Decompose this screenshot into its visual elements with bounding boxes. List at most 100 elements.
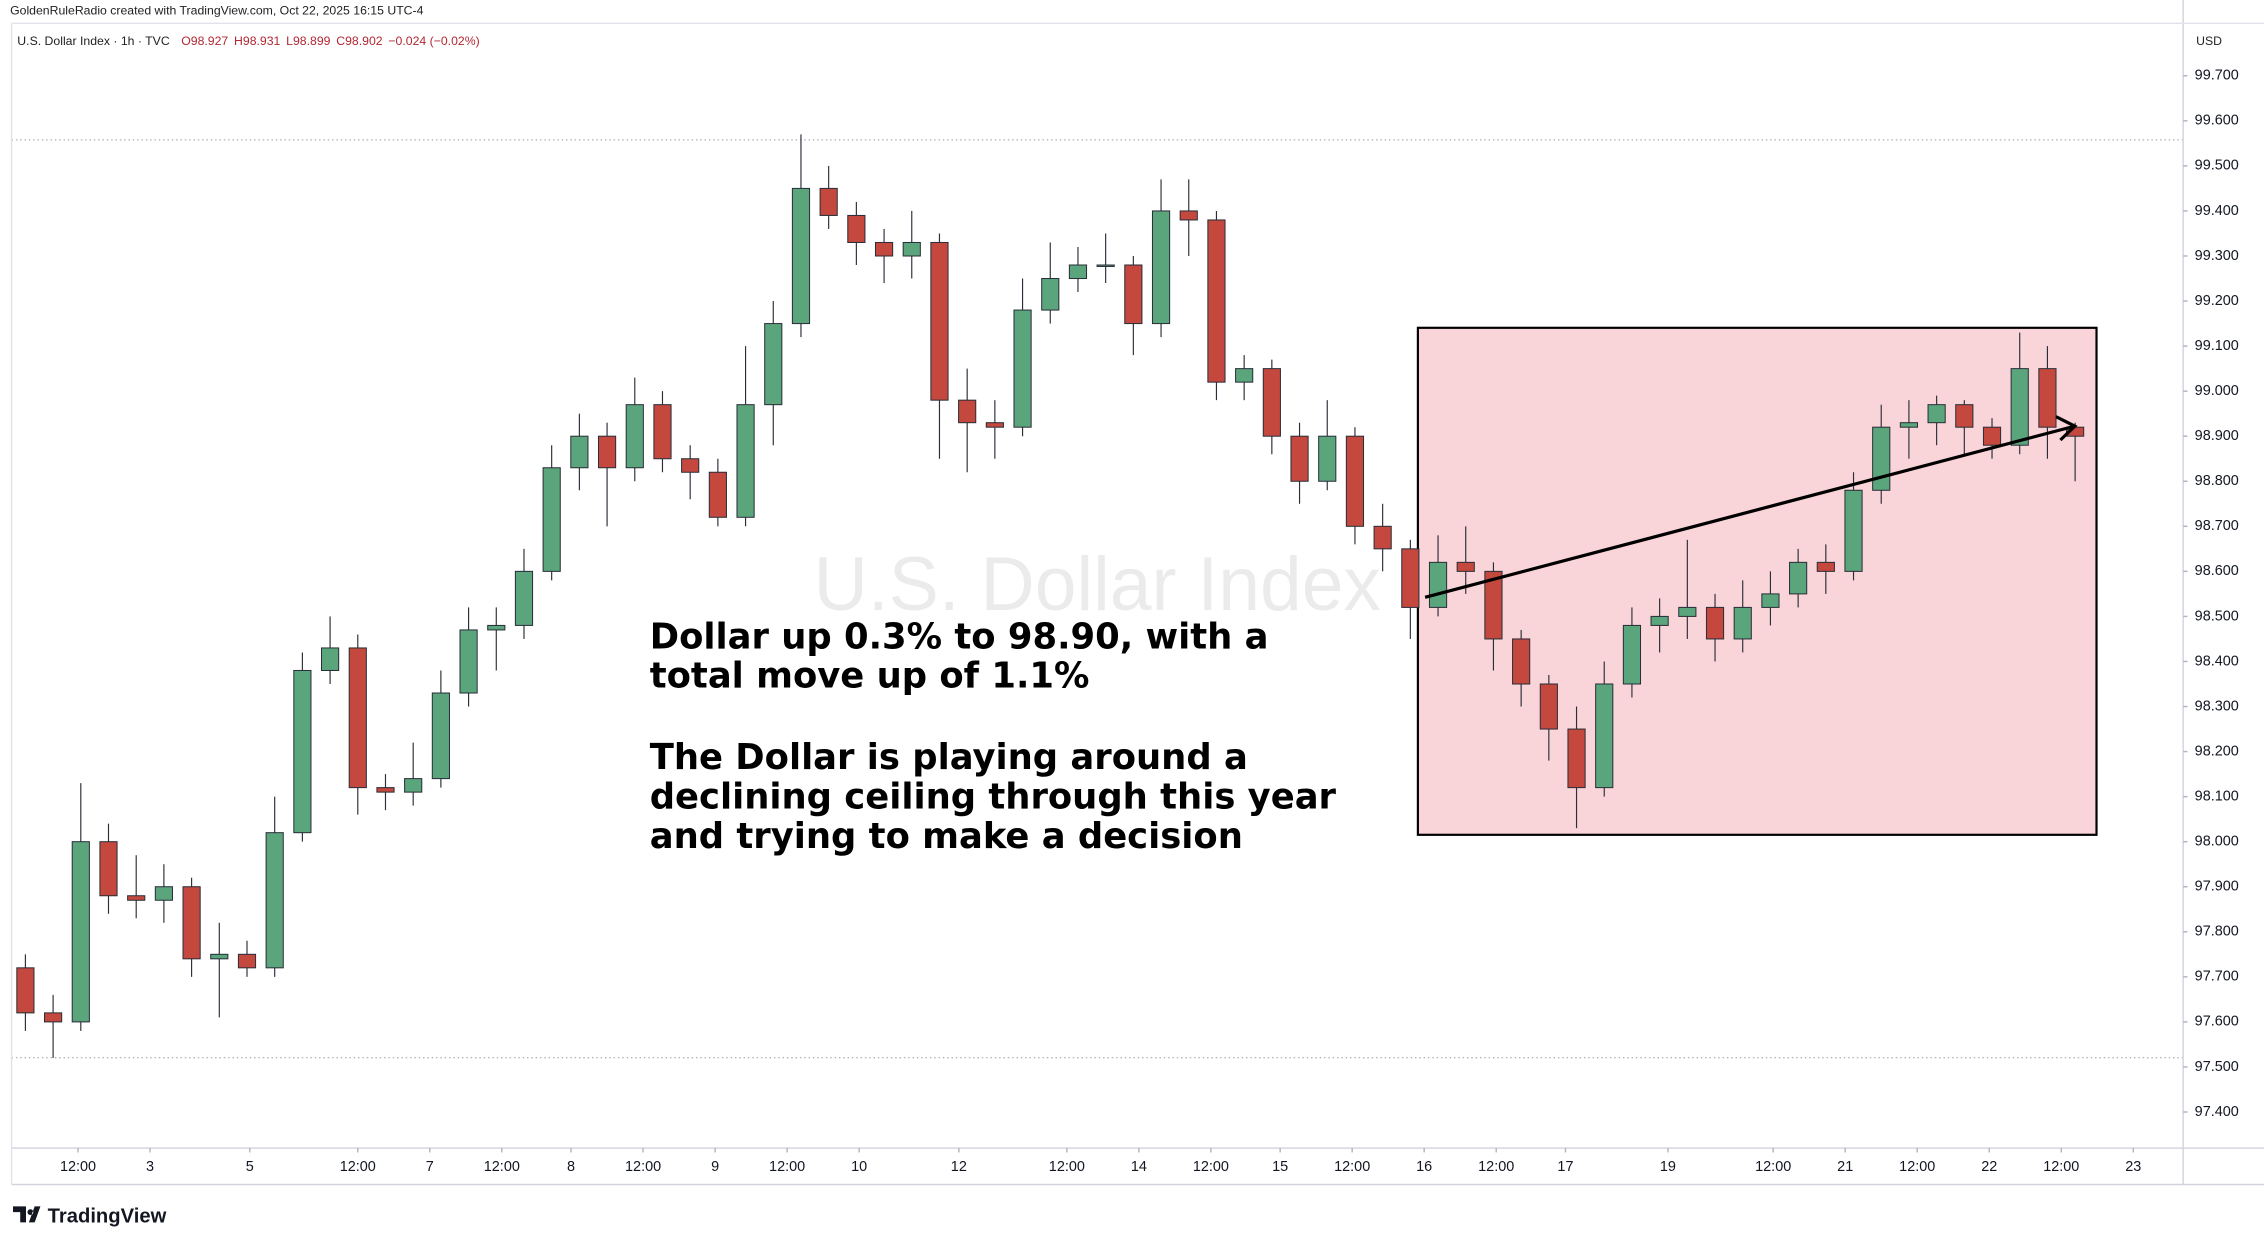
candle-body	[320, 647, 340, 671]
x-tick-label: 19	[1660, 1159, 1676, 1175]
candle-body	[1816, 561, 1835, 572]
candle-body	[736, 404, 755, 518]
candle-body	[1927, 404, 1946, 424]
candle-body	[99, 841, 118, 897]
y-tick-label: 98.300	[2195, 698, 2239, 714]
candle-body	[1235, 368, 1254, 383]
y-tick-label: 97.400	[2195, 1104, 2239, 1120]
candle-body	[1179, 210, 1198, 221]
candle-body	[570, 435, 589, 469]
candle-body	[625, 404, 644, 469]
candle-body	[2038, 368, 2057, 428]
candle-body	[404, 778, 423, 793]
x-tick-label: 12	[951, 1159, 967, 1175]
candle-body	[958, 399, 977, 424]
x-tick-label: 12:00	[1478, 1159, 1514, 1175]
candle-body	[542, 467, 561, 572]
candle-body	[1761, 593, 1780, 608]
ohlc-close: C98.902	[336, 34, 382, 48]
annotation-line: Dollar up 0.3% to 98.90, with a	[650, 616, 1269, 657]
y-tick-label: 97.600	[2195, 1014, 2239, 1030]
y-tick-label: 99.700	[2195, 68, 2239, 84]
x-tick-label: 12:00	[2043, 1159, 2079, 1175]
logo[interactable]: TradingView	[12, 1205, 167, 1227]
candle-body	[1512, 638, 1531, 685]
candle-body	[2010, 368, 2029, 446]
x-tick-label: 17	[1557, 1159, 1573, 1175]
candle-body	[1595, 683, 1614, 789]
candle-body	[1955, 404, 1974, 428]
y-tick-label: 97.700	[2195, 969, 2239, 985]
ohlc-high: H98.931	[234, 34, 280, 48]
candle-body	[127, 895, 146, 901]
candle-body	[1124, 264, 1143, 325]
trend-arrow	[1424, 425, 2073, 599]
ohlc-low: L98.899	[286, 34, 330, 48]
candle-body	[431, 692, 450, 780]
candle-body	[1151, 210, 1171, 325]
candle-body	[985, 422, 1004, 428]
header: GoldenRuleRadio created with TradingView…	[10, 4, 423, 18]
y-tick-label: 98.200	[2195, 743, 2239, 759]
y-tick-label: 99.500	[2195, 158, 2239, 174]
x-tick-label: 21	[1837, 1159, 1853, 1175]
y-tick-label: 97.500	[2195, 1059, 2239, 1075]
candle-body	[1318, 435, 1337, 482]
symbol-line: U.S. Dollar Index · 1h · TVC O98.927 H98.9…	[17, 34, 479, 48]
symbol: U.S. Dollar Index · 1h · TVC	[17, 34, 169, 48]
candle-body	[71, 841, 90, 1023]
highlight-box	[1416, 326, 2098, 836]
candle-body	[1622, 624, 1642, 685]
candle-body	[1899, 422, 1919, 428]
candle-body	[1428, 561, 1448, 608]
x-tick-label: 23	[2125, 1159, 2141, 1175]
candle-body	[1013, 309, 1032, 428]
x-tick-label: 7	[426, 1159, 434, 1175]
candle-body	[154, 886, 173, 901]
x-tick-label: 12:00	[1899, 1159, 1935, 1175]
candle-body	[1290, 435, 1309, 482]
candle-body	[1733, 606, 1752, 640]
ohlc-change: −0.024 (−0.02%)	[388, 34, 479, 48]
y-tick-label: 98.800	[2195, 473, 2239, 489]
x-tick-label: 12:00	[340, 1159, 376, 1175]
annotation-line: and trying to make a decision	[650, 816, 1243, 857]
candle-body	[708, 471, 727, 518]
y-tick-label: 98.400	[2195, 653, 2239, 669]
y-tick-label: 99.400	[2195, 203, 2239, 219]
candle-body	[1789, 561, 1808, 595]
watermark: U.S. Dollar Index	[814, 542, 1381, 626]
drawings-back: U.S. Dollar Index	[11, 139, 2184, 1059]
candle-body	[348, 647, 367, 789]
x-tick-label: 12:00	[60, 1159, 96, 1175]
x-tick-label: 12:00	[1049, 1159, 1085, 1175]
candle-body	[1678, 606, 1697, 617]
y-tick-label: 97.900	[2195, 879, 2239, 895]
x-tick-label: 12:00	[1755, 1159, 1791, 1175]
candle-body	[1872, 426, 1891, 491]
candle-body	[902, 241, 921, 257]
candle-body	[1456, 561, 1475, 572]
y-tick-label: 99.200	[2195, 293, 2239, 309]
y-tick-label: 98.900	[2195, 428, 2239, 444]
x-tick-label: 15	[1272, 1159, 1288, 1175]
candle-body	[1539, 683, 1558, 730]
drawings-front	[1424, 415, 2078, 599]
candle-body	[930, 241, 949, 401]
candle-body	[237, 953, 257, 969]
y-tick-label: 99.100	[2195, 338, 2239, 354]
x-tick-label: 16	[1416, 1159, 1432, 1175]
logo-text: TradingView	[48, 1205, 167, 1227]
y-tick-label: 98.500	[2195, 608, 2239, 624]
annotation-line: declining ceiling through this year	[650, 776, 1337, 817]
x-tick-label: 10	[851, 1159, 867, 1175]
x-tick-label: 9	[711, 1159, 719, 1175]
x-tick-label: 12:00	[1193, 1159, 1229, 1175]
logo-icon	[12, 1206, 41, 1223]
candle-body	[1345, 435, 1365, 527]
candle-body	[874, 241, 894, 257]
currency: USD	[2196, 34, 2222, 48]
y-tick-label: 99.600	[2195, 113, 2239, 129]
x-tick-label: 5	[246, 1159, 254, 1175]
